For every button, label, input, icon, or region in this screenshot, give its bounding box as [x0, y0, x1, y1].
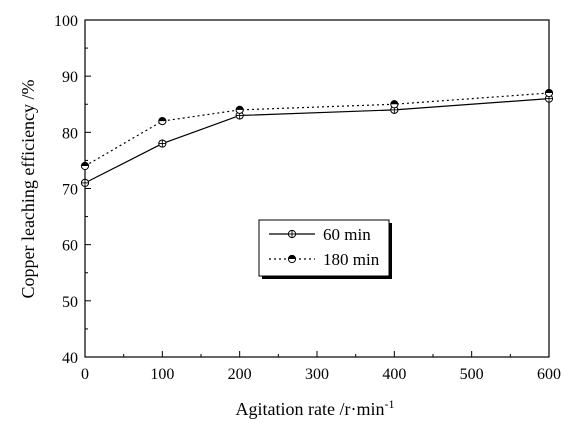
legend: 60 min 180 min — [258, 219, 392, 279]
axes: 0 100 200 300 400 500 600 40 50 60 70 80 90 100 — [54, 13, 561, 383]
y-tick-label: 100 — [54, 13, 78, 30]
x-axis-title: Agitation rate /r·min-1 — [236, 397, 395, 419]
legend-marker — [287, 254, 297, 264]
x-tick-label: 200 — [228, 366, 252, 383]
y-tick-label: 60 — [62, 238, 78, 255]
data-point — [80, 178, 90, 187]
y-axis-title: Copper leaching efficiency /% — [18, 79, 38, 298]
x-tick-label: 500 — [460, 366, 484, 383]
x-tick-label: 300 — [305, 366, 329, 383]
y-tick-label: 50 — [62, 294, 78, 311]
legend-label: 180 min — [323, 250, 380, 269]
legend-box — [258, 219, 390, 277]
x-tick-label: 100 — [150, 366, 174, 383]
legend-label: 60 min — [323, 225, 371, 244]
data-point — [544, 94, 554, 103]
x-tick-label: 600 — [537, 366, 561, 383]
data-point — [158, 117, 167, 126]
y-tick-label: 40 — [62, 350, 78, 367]
data-point — [158, 139, 167, 148]
series-line — [84, 98, 550, 184]
data-point — [235, 105, 244, 114]
legend-marker — [287, 229, 297, 239]
data-point — [80, 161, 90, 171]
x-axis-title-main: Agitation rate /r·min — [236, 399, 385, 419]
y-tick-label: 70 — [62, 182, 78, 199]
plot-frame — [84, 19, 550, 358]
data-point — [235, 111, 244, 120]
x-axis-title-superscript: -1 — [384, 397, 394, 411]
series-layer — [80, 88, 554, 187]
data-point — [390, 100, 399, 109]
data-point — [544, 88, 554, 98]
y-tick-label: 90 — [62, 69, 78, 86]
series-1 — [80, 94, 554, 187]
y-tick-label: 80 — [62, 125, 78, 142]
series-2 — [80, 88, 554, 171]
x-tick-label: 400 — [382, 366, 406, 383]
x-tick-label: 0 — [81, 366, 89, 383]
